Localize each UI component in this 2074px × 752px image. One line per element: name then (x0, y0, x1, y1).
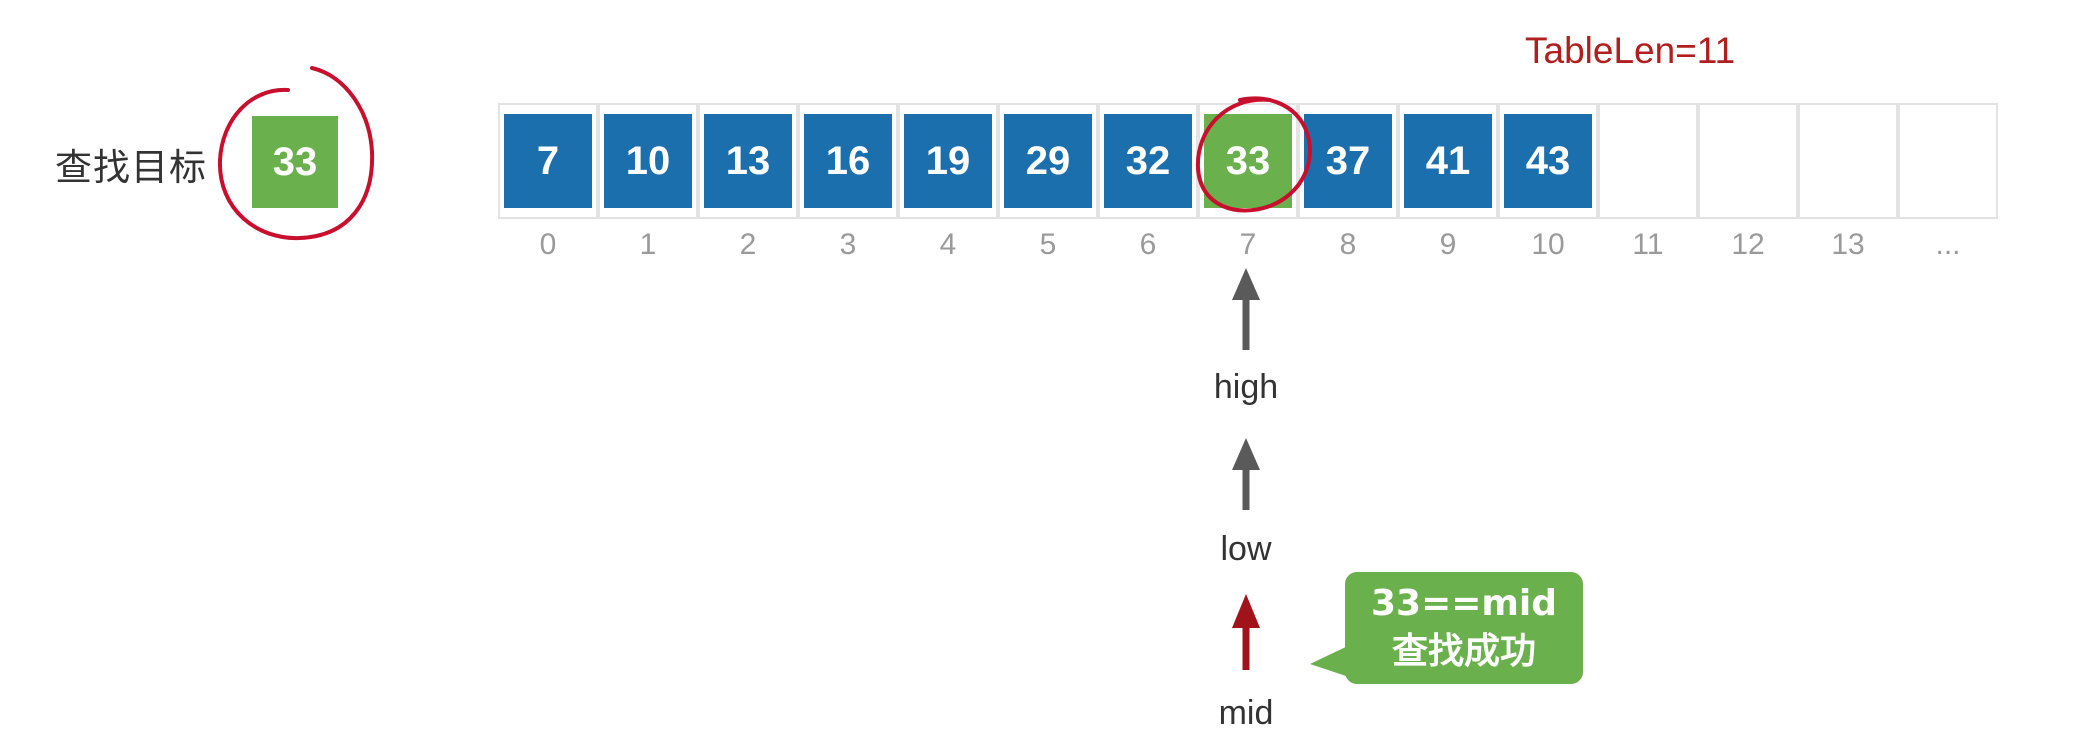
array-slot (898, 103, 998, 219)
array-index: 10 (1531, 228, 1565, 261)
array-index: ... (1935, 228, 1961, 261)
table-length-label: TableLen=11 (1525, 30, 1736, 71)
target-value-box: 33 (252, 116, 338, 208)
array-index: 9 (1439, 228, 1457, 261)
array-cell: 19 (904, 114, 992, 208)
array-index: 0 (539, 228, 557, 261)
result-callout: 33==mid 查找成功 (1345, 572, 1583, 684)
array-cell: 37 (1304, 114, 1392, 208)
low-arrow-icon (1232, 438, 1260, 510)
array-index: 3 (839, 228, 857, 261)
array-index: 6 (1139, 228, 1157, 261)
array-index: 12 (1731, 228, 1765, 261)
array-slot (798, 103, 898, 219)
array-slot (1298, 103, 1398, 219)
high-arrow-icon (1232, 268, 1260, 350)
array-slot (498, 103, 598, 219)
mid-arrow-icon (1232, 594, 1260, 670)
low-pointer-label: low (1220, 530, 1272, 568)
found-circle-icon (1195, 96, 1312, 213)
array-index: 11 (1632, 228, 1664, 261)
array-slot (1798, 103, 1898, 219)
array-cell: 13 (704, 114, 792, 208)
array-cell: 16 (804, 114, 892, 208)
target-circle-icon (217, 66, 375, 241)
callout-line-1: 33==mid (1370, 583, 1558, 624)
array-index: 5 (1039, 228, 1057, 261)
array-index: 7 (1239, 228, 1257, 261)
array-slot (1898, 103, 1998, 219)
array-slot (998, 103, 1098, 219)
array-slot (1598, 103, 1698, 219)
array-index: 8 (1339, 228, 1357, 261)
target-label: 查找目标 (55, 146, 207, 189)
array-cell: 41 (1404, 114, 1492, 208)
high-pointer-label: high (1213, 368, 1279, 406)
array-slot (598, 103, 698, 219)
array-cell: 29 (1004, 114, 1092, 208)
mid-pointer-label: mid (1218, 694, 1274, 732)
array-slot (1398, 103, 1498, 219)
callout-tail (1310, 644, 1352, 678)
array-slot (1698, 103, 1798, 219)
array-slot (698, 103, 798, 219)
array-cell: 32 (1104, 114, 1192, 208)
array-slot (1498, 103, 1598, 219)
array-cell-found: 33 (1204, 114, 1292, 208)
array-index: 13 (1831, 228, 1865, 261)
array-index: 2 (739, 228, 757, 261)
array-cell: 7 (504, 114, 592, 208)
callout-line-2: 查找成功 (1391, 631, 1536, 672)
array-cell: 10 (604, 114, 692, 208)
array-index: 4 (939, 228, 957, 261)
array-index: 1 (639, 228, 657, 261)
array-cell: 43 (1504, 114, 1592, 208)
